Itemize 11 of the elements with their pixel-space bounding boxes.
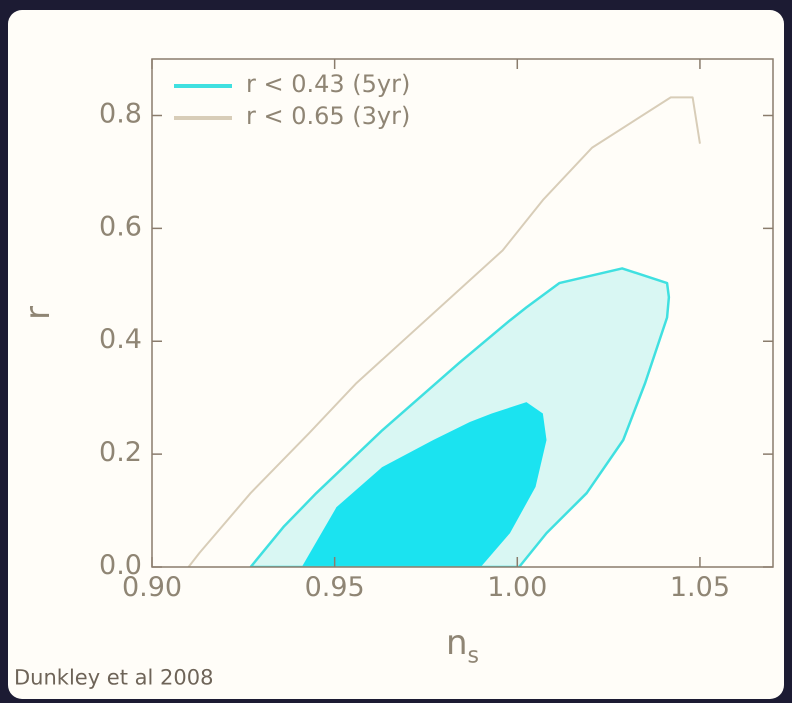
legend-label: r < 0.65 (3yr) bbox=[246, 102, 410, 130]
x-tick-label: 0.95 bbox=[304, 572, 365, 604]
y-tick-label: 0.6 bbox=[99, 211, 142, 242]
x-tick-label: 1.00 bbox=[487, 572, 548, 604]
y-tick-label: 0.4 bbox=[99, 324, 142, 356]
legend-label: r < 0.43 (5yr) bbox=[246, 70, 410, 98]
text: Dunkley et al 2008 bbox=[14, 665, 214, 690]
y-axis-title: r bbox=[18, 306, 58, 320]
x-tick-label: 1.05 bbox=[670, 572, 730, 604]
y-tick-label: 0.8 bbox=[99, 98, 142, 130]
y-tick-label: 0.2 bbox=[99, 437, 142, 468]
